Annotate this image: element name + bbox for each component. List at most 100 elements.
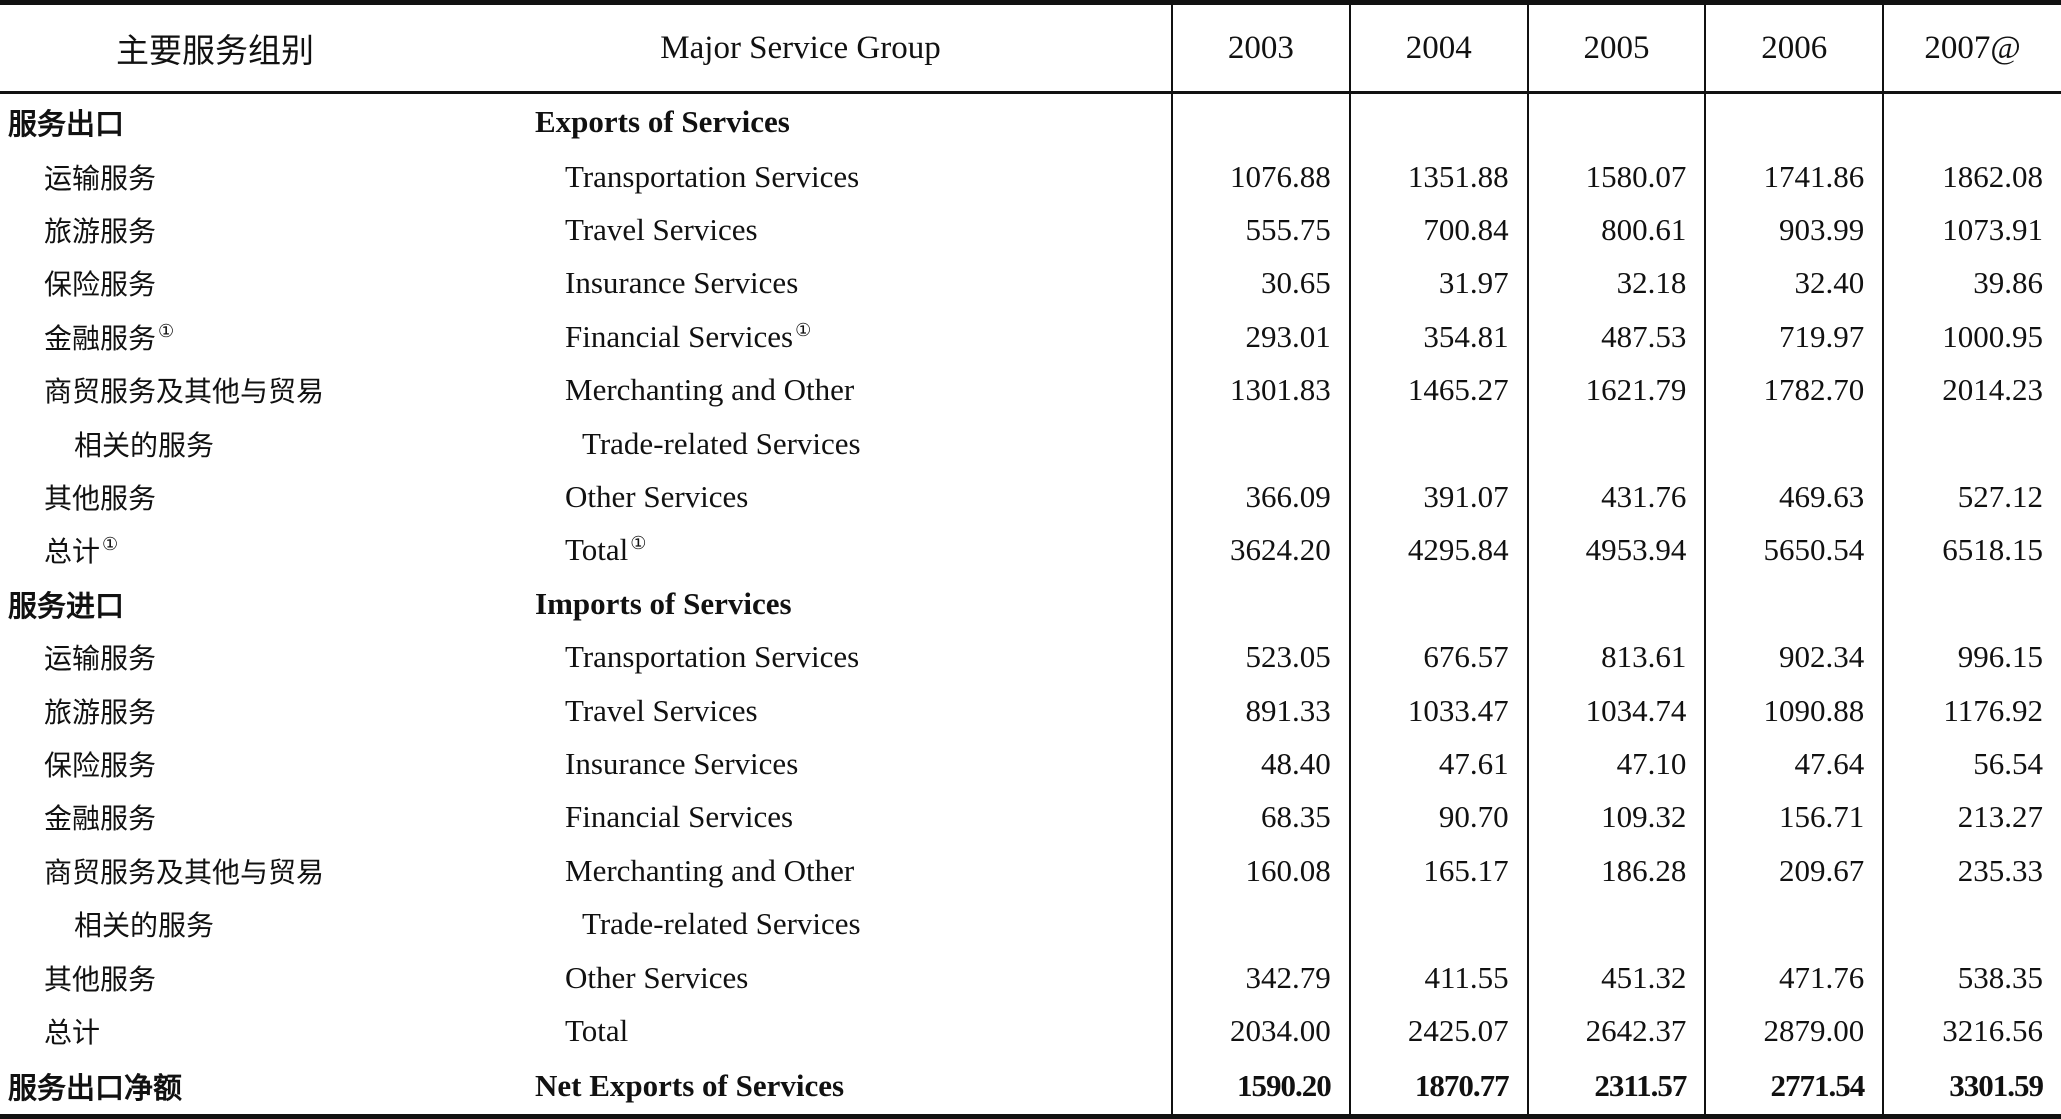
cell-value: 6518.15 <box>1882 523 2061 578</box>
cell-value: 2642.37 <box>1526 1004 1706 1058</box>
cell-value: 1782.70 <box>1704 363 1884 417</box>
table-row: 金融服务 ① Financial Services ① 293.01 354.81 … <box>0 310 2061 364</box>
row-cn-label: 运输服务 <box>44 161 157 195</box>
cell-value: 487.53 <box>1526 310 1706 364</box>
cell-value <box>1526 416 1706 471</box>
cell-value: 156.71 <box>1704 790 1884 845</box>
cell-value: 31.97 <box>1348 256 1528 311</box>
cell-value: 2034.00 <box>1171 1004 1350 1058</box>
cell-value: 471.76 <box>1704 950 1884 1005</box>
row-cn-label: 其他服务 <box>44 482 157 516</box>
cell-value: 1870.77 <box>1348 1057 1528 1119</box>
cell-value <box>1526 897 1706 951</box>
table-row: 保险服务 Insurance Services 30.65 31.97 32.1… <box>0 256 2061 311</box>
cell-value: 1073.91 <box>1882 203 2061 257</box>
cell-value <box>1882 416 2061 471</box>
row-en-label: Net Exports of Services <box>430 1057 1172 1119</box>
header-year: 2004 <box>1348 0 1528 94</box>
row-cn-label: 服务出口 <box>8 107 125 141</box>
cell-value: 32.18 <box>1526 256 1706 311</box>
table-row: 旅游服务 Travel Services 891.33 1033.47 1034… <box>0 683 2061 738</box>
header-cn-group: 主要服务组别 <box>0 0 430 94</box>
row-en-label: Merchanting and Other <box>565 372 855 408</box>
row-en-label: Other Services <box>565 959 749 995</box>
footnote-marker: ① <box>630 533 647 554</box>
cell-value: 3624.20 <box>1171 523 1350 578</box>
cell-value <box>1882 577 2061 631</box>
cell-value <box>1348 92 1528 150</box>
cell-value: 1351.88 <box>1348 150 1528 204</box>
cell-value <box>1704 92 1884 150</box>
table-row: 运输服务 Transportation Services 523.05 676.… <box>0 630 2061 684</box>
cell-value: 3301.59 <box>1882 1057 2061 1119</box>
table-row-continuation: 相关的服务 Trade-related Services <box>0 416 2061 471</box>
row-cn-label: 运输服务 <box>44 642 157 676</box>
cell-value: 2014.23 <box>1882 363 2061 417</box>
cell-value <box>1704 577 1884 631</box>
table-row: 其他服务 Other Services 342.79 411.55 451.32… <box>0 950 2061 1005</box>
table-row: 金融服务 Financial Services 68.35 90.70 109.… <box>0 790 2061 845</box>
row-en-label: Travel Services <box>565 692 758 728</box>
row-cn-label: 总计 <box>44 1015 101 1049</box>
row-en-label: Financial Services ① <box>430 310 1172 363</box>
cell-value: 186.28 <box>1526 844 1706 898</box>
cell-value: 451.32 <box>1526 950 1706 1005</box>
cell-value: 5650.54 <box>1704 523 1884 578</box>
cell-value: 4295.84 <box>1348 523 1528 578</box>
table-row: 运输服务 Transportation Services 1076.88 135… <box>0 150 2061 204</box>
cell-value <box>1348 577 1528 631</box>
row-en-label: Other Services <box>565 479 749 515</box>
cell-value: 213.27 <box>1882 790 2061 845</box>
cell-value: 366.09 <box>1171 470 1350 524</box>
footnote-marker: ① <box>158 320 175 342</box>
cell-value <box>1526 92 1706 150</box>
cell-value: 1176.92 <box>1882 683 2061 738</box>
cell-value: 32.40 <box>1704 256 1884 311</box>
footnote-marker: ① <box>795 319 812 340</box>
cell-value: 431.76 <box>1526 470 1706 524</box>
footnote-marker: ① <box>102 534 119 556</box>
cell-value: 1033.47 <box>1348 683 1528 738</box>
header-year: 2005 <box>1526 0 1706 94</box>
cell-value <box>1348 897 1528 951</box>
cell-value: 996.15 <box>1882 630 2061 684</box>
cell-value: 68.35 <box>1171 790 1350 845</box>
row-cn-label: 相关的服务 <box>74 909 215 943</box>
cell-value <box>1704 897 1884 951</box>
row-cn-label: 相关的服务 <box>74 428 215 462</box>
cell-value: 1034.74 <box>1526 683 1706 738</box>
cell-value: 800.61 <box>1526 203 1706 257</box>
cell-value: 555.75 <box>1171 203 1350 257</box>
cell-value: 165.17 <box>1348 844 1528 898</box>
cell-value: 1621.79 <box>1526 363 1706 417</box>
cell-value: 719.97 <box>1704 310 1884 364</box>
table-row: 保险服务 Insurance Services 48.40 47.61 47.1… <box>0 737 2061 791</box>
row-cn-label: 其他服务 <box>44 962 157 996</box>
section-row-imports: 服务进口 Imports of Services <box>0 577 2061 631</box>
cell-value: 391.07 <box>1348 470 1528 524</box>
cell-value: 160.08 <box>1171 844 1350 898</box>
row-cn-label: 保险服务 <box>44 748 157 782</box>
cell-value <box>1171 897 1350 951</box>
row-en-label: Travel Services <box>565 212 758 248</box>
row-en-label: Trade-related Services <box>582 906 861 942</box>
table-row-net-exports: 服务出口净额 Net Exports of Services 1590.20 1… <box>0 1057 2061 1119</box>
cell-value: 1301.83 <box>1171 363 1350 417</box>
cell-value: 90.70 <box>1348 790 1528 845</box>
row-en-text: Total <box>565 532 629 568</box>
cell-value: 2311.57 <box>1526 1057 1706 1119</box>
cell-value <box>1882 92 2061 150</box>
cell-value: 2879.00 <box>1704 1004 1884 1058</box>
table-header-row: 主要服务组别 Major Service Group 2003 2004 200… <box>0 0 2061 94</box>
header-en-group: Major Service Group <box>430 0 1172 94</box>
cell-value: 342.79 <box>1171 950 1350 1005</box>
row-en-label: Total ① <box>430 524 1172 577</box>
cell-value: 1862.08 <box>1882 150 2061 204</box>
header-year: 2003 <box>1171 0 1350 94</box>
table-row: 商贸服务及其他与贸易 Merchanting and Other 160.08 … <box>0 844 2061 898</box>
cell-value: 538.35 <box>1882 950 2061 1005</box>
row-cn-text: 总计 <box>44 535 101 569</box>
cell-value <box>1348 416 1528 471</box>
row-en-label: Exports of Services <box>535 104 790 139</box>
